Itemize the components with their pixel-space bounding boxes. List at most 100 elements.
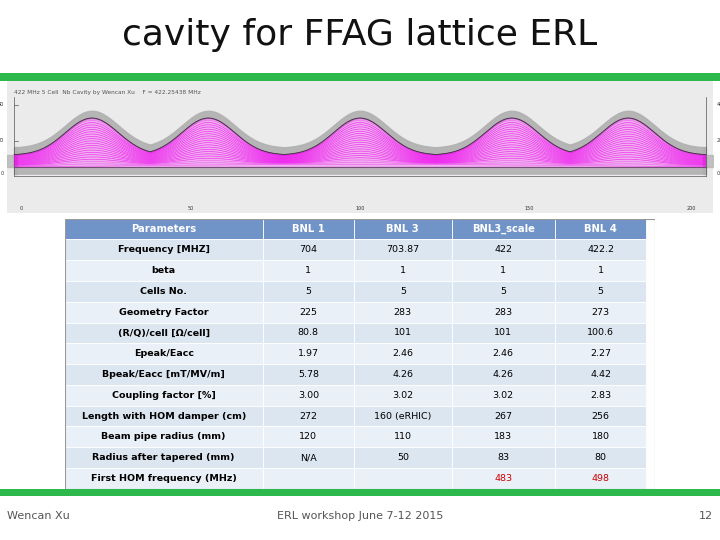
Text: Geometry Factor: Geometry Factor [119, 308, 209, 316]
Text: 225: 225 [300, 308, 318, 316]
Text: 83: 83 [497, 453, 509, 462]
Bar [263, 302, 354, 322]
Bar [555, 406, 647, 427]
Bar [65, 322, 263, 343]
Bar [451, 447, 555, 468]
Bar [263, 406, 354, 427]
Bar [65, 468, 263, 489]
Text: 1: 1 [598, 266, 603, 275]
Text: 2.46: 2.46 [392, 349, 413, 358]
Bar [354, 343, 451, 364]
Text: 422: 422 [494, 245, 512, 254]
Bar [451, 239, 555, 260]
Text: (R/Q)/cell [Ω/cell]: (R/Q)/cell [Ω/cell] [117, 328, 210, 338]
Text: beta: beta [152, 266, 176, 275]
Bar [555, 260, 647, 281]
Text: Wencan Xu: Wencan Xu [7, 511, 70, 521]
Text: 422 MHz 5 Cell  Nb Cavity by Wencan Xu    F = 422.25438 MHz: 422 MHz 5 Cell Nb Cavity by Wencan Xu F … [14, 90, 201, 95]
Bar [65, 385, 263, 406]
Text: 50: 50 [397, 453, 409, 462]
Bar [263, 447, 354, 468]
Text: 4.26: 4.26 [492, 370, 513, 379]
Text: Beam pipe radius (mm): Beam pipe radius (mm) [102, 433, 226, 441]
Text: 1.97: 1.97 [298, 349, 319, 358]
Text: 3.00: 3.00 [298, 391, 319, 400]
Text: 110: 110 [394, 433, 412, 441]
Text: 180: 180 [592, 433, 610, 441]
Text: First HOM frequency (MHz): First HOM frequency (MHz) [91, 474, 237, 483]
Bar [555, 468, 647, 489]
Bar [354, 281, 451, 302]
Bar [451, 219, 555, 239]
Text: 20: 20 [0, 138, 4, 143]
Bar [65, 427, 263, 447]
Text: 3.02: 3.02 [392, 391, 413, 400]
Bar [451, 385, 555, 406]
Bar [354, 468, 451, 489]
Text: ERL workshop June 7-12 2015: ERL workshop June 7-12 2015 [276, 511, 444, 521]
Bar [263, 364, 354, 385]
Text: 267: 267 [494, 411, 512, 421]
Text: 5: 5 [400, 287, 406, 296]
Text: 12: 12 [698, 511, 713, 521]
Bar [555, 385, 647, 406]
Text: Coupling factor [%]: Coupling factor [%] [112, 391, 215, 400]
Text: 40: 40 [716, 102, 720, 107]
Text: 283: 283 [494, 308, 512, 316]
Text: N/A: N/A [300, 453, 317, 462]
Text: Parameters: Parameters [131, 224, 197, 234]
Bar [263, 322, 354, 343]
Bar [451, 427, 555, 447]
Text: 20: 20 [716, 138, 720, 143]
Bar [354, 302, 451, 322]
Bar [555, 447, 647, 468]
Text: 422.2: 422.2 [587, 245, 614, 254]
Bar [263, 260, 354, 281]
Bar [263, 385, 354, 406]
Text: cavity for FFAG lattice ERL: cavity for FFAG lattice ERL [122, 18, 598, 52]
Text: 2.46: 2.46 [492, 349, 513, 358]
Text: 2.83: 2.83 [590, 391, 611, 400]
Text: Cells No.: Cells No. [140, 287, 187, 296]
Bar [555, 427, 647, 447]
Text: 4.42: 4.42 [590, 370, 611, 379]
Bar [65, 406, 263, 427]
Bar [555, 302, 647, 322]
Bar [65, 364, 263, 385]
Text: 704: 704 [300, 245, 318, 254]
Text: 273: 273 [592, 308, 610, 316]
Text: 0: 0 [1, 171, 4, 176]
Text: Epeak/Eacc: Epeak/Eacc [134, 349, 194, 358]
Bar [354, 239, 451, 260]
Bar [451, 322, 555, 343]
Bar [65, 281, 263, 302]
Bar [263, 343, 354, 364]
Text: 1: 1 [400, 266, 406, 275]
Text: 1: 1 [305, 266, 311, 275]
Text: 1: 1 [500, 266, 506, 275]
Text: 5: 5 [500, 287, 506, 296]
Bar [555, 239, 647, 260]
Bar [555, 219, 647, 239]
Text: 0: 0 [19, 206, 23, 211]
Text: 120: 120 [300, 433, 318, 441]
Bar [263, 219, 354, 239]
Bar [451, 302, 555, 322]
Bar [65, 219, 263, 239]
Text: 0: 0 [716, 171, 719, 176]
Text: 50: 50 [187, 206, 194, 211]
Text: 3.02: 3.02 [492, 391, 514, 400]
Text: BNL 4: BNL 4 [584, 224, 617, 234]
Text: 183: 183 [494, 433, 512, 441]
Bar [354, 427, 451, 447]
Bar [65, 447, 263, 468]
Bar [263, 281, 354, 302]
Bar [451, 468, 555, 489]
Text: 5.78: 5.78 [298, 370, 319, 379]
Text: BNL 1: BNL 1 [292, 224, 325, 234]
Text: 160 (eRHIC): 160 (eRHIC) [374, 411, 431, 421]
Bar [451, 343, 555, 364]
Text: 703.87: 703.87 [386, 245, 419, 254]
Bar [354, 260, 451, 281]
Text: Radius after tapered (mm): Radius after tapered (mm) [92, 453, 235, 462]
